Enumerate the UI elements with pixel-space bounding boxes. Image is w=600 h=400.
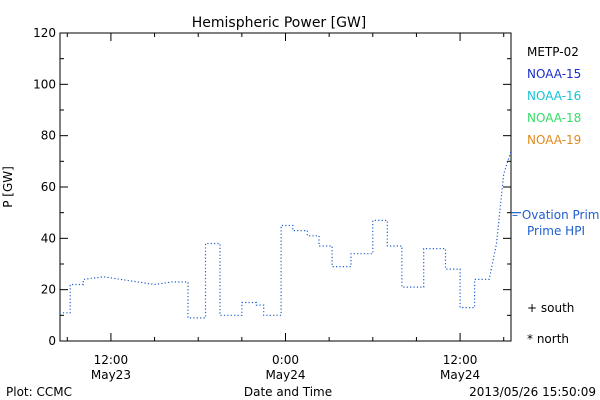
x-tick-time-label: 0:00 [272,353,299,367]
satellite-legend: METP-02 NOAA-15 NOAA-16 NOAA-18 NOAA-19 [527,45,581,147]
chart-title: Hemispheric Power [GW] [192,15,367,31]
y-axis-label: P [GW] [1,166,15,208]
legend-entry-noaa-18: NOAA-18 [527,111,581,125]
x-tick-time-label: 12:00 [443,353,478,367]
legend-entry-noaa-19: NOAA-19 [527,133,581,147]
legend-entry-noaa-15: NOAA-15 [527,67,581,81]
y-tick-label: 100 [33,77,56,91]
plot-credit: Plot: CCMC [6,385,72,399]
legend-south-symbol: + south [527,301,574,315]
y-tick-label: 60 [41,180,56,194]
legend-ovation-label-cont: Prime HPI [527,224,585,238]
y-tick-label: 120 [33,26,56,40]
legend-ovation-label: – Ovation Prime HPI [512,208,600,222]
x-tick-time-label: 12:00 [94,353,129,367]
x-axis-label: Date and Time [244,385,332,399]
legend-entry-noaa-16: NOAA-16 [527,89,581,103]
ovation-prime-series [60,150,521,319]
y-axis: 0 20 40 60 80 100 120 [33,26,511,348]
x-tick-date-label: May23 [91,368,131,382]
plot-frame [59,32,512,342]
x-tick-date-label: May24 [265,368,305,382]
timestamp: 2013/05/26 15:50:09 [469,385,596,399]
y-tick-label: 40 [41,231,56,245]
y-tick-label: 20 [41,283,56,297]
ovation-prime-line [60,150,511,319]
y-tick-label: 80 [41,129,56,143]
x-tick-date-label: May24 [440,368,480,382]
y-tick-label: 0 [48,334,56,348]
legend-entry-metp-02: METP-02 [527,45,579,59]
legend-north-symbol: * north [527,332,569,346]
